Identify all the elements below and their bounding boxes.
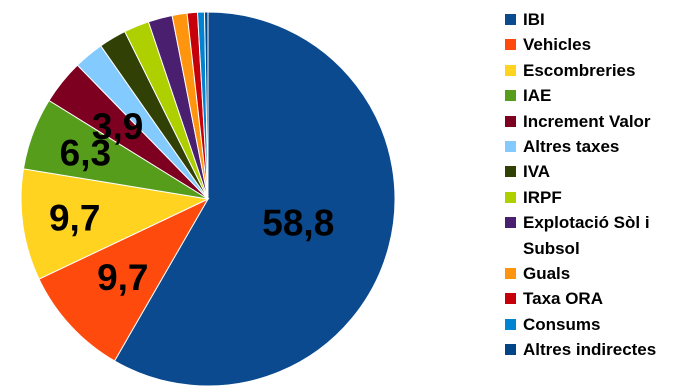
legend-label: Explotació Sòl i Subsol <box>523 213 650 258</box>
data-label-increment-valor: 3,9 <box>92 106 143 147</box>
legend-item-taxa-ora: Taxa ORA <box>505 286 689 311</box>
legend-item-ibi: IBI <box>505 7 689 32</box>
legend-label: Escombreries <box>523 60 636 80</box>
legend-item-escombreries: Escombreries <box>505 58 689 83</box>
data-label-ibi: 58,8 <box>262 203 334 244</box>
legend-label: IBI <box>523 10 545 29</box>
legend-swatch <box>505 39 516 51</box>
legend-swatch <box>505 344 516 356</box>
legend-swatch <box>505 141 516 153</box>
legend-swatch <box>505 318 516 330</box>
legend-item-vehicles: Vehicles <box>505 32 689 57</box>
legend-swatch <box>505 166 516 178</box>
legend-item-altres-indirectes: Altres indirectes <box>505 337 689 362</box>
legend-label: Taxa ORA <box>523 289 603 309</box>
legend-item-explotaci-s-l-i-subsol: Explotació Sòl i Subsol <box>505 210 689 261</box>
legend-item-guals: Guals <box>505 261 689 286</box>
legend-label: Increment Valor <box>523 111 651 131</box>
pie-chart: 58,8 9,7 9,7 6,33,9 <box>20 11 396 387</box>
pie-slice-escombreries <box>20 168 210 280</box>
legend-item-consums: Consums <box>505 312 689 337</box>
legend-swatch <box>505 293 516 305</box>
legend-item-iae: IAE <box>505 83 689 108</box>
legend-swatch <box>505 191 516 203</box>
legend-label: Altres taxes <box>523 137 620 157</box>
legend-swatch <box>505 115 516 127</box>
legend-swatch <box>505 90 516 102</box>
pie-slice-ibi <box>113 11 396 387</box>
legend-item-altres-taxes: Altres taxes <box>505 134 689 159</box>
pie-slice-vehicles <box>38 197 210 362</box>
legend-swatch <box>505 217 516 229</box>
data-label-vehicles: 9,7 <box>97 257 148 298</box>
legend-label: IVA <box>523 162 551 182</box>
legend-label: IRPF <box>523 187 562 207</box>
legend-label: Vehicles <box>523 35 592 55</box>
pie-slice-altres-indirectes <box>203 11 209 200</box>
legend-label: Altres indirectes <box>523 340 657 360</box>
legend-label: IAE <box>523 86 552 106</box>
legend-label: Guals <box>523 264 571 284</box>
data-label-escombreries: 9,7 <box>49 197 100 238</box>
data-label-iae: 6,3 <box>60 133 111 174</box>
legend-swatch <box>505 268 516 280</box>
legend-label: Consums <box>523 314 601 334</box>
legend-item-increment-valor: Increment Valor <box>505 109 689 134</box>
legend-swatch <box>505 14 516 25</box>
legend-swatch <box>505 64 516 76</box>
legend-item-iva: IVA <box>505 159 689 184</box>
legend-item-irpf: IRPF <box>505 185 689 210</box>
legend: IBI Vehicles Escombreries IAE Increment Valo… <box>505 7 689 363</box>
